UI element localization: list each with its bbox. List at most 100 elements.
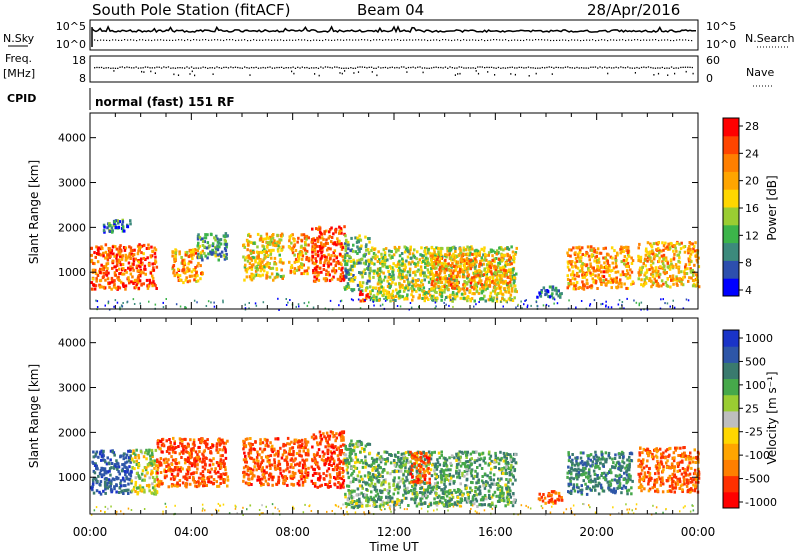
echo-cell <box>148 280 152 284</box>
echo-cell <box>217 438 220 442</box>
echo-cell <box>370 249 373 252</box>
echo-cell <box>415 289 418 293</box>
echo-cell <box>267 236 270 240</box>
echo-cell <box>358 500 361 504</box>
echo-cell <box>277 249 280 253</box>
echo-cell <box>214 254 217 258</box>
echo-cell <box>477 291 481 295</box>
echo-cell <box>366 248 370 251</box>
echo-cell <box>122 477 125 481</box>
echo-cell <box>115 475 118 479</box>
echo-cell <box>424 265 427 269</box>
echo-cell <box>187 262 190 266</box>
echo-cell <box>471 292 474 296</box>
echo-cell <box>224 441 227 445</box>
echo-cell <box>581 253 584 256</box>
echo-cell <box>333 476 336 479</box>
echo-cell <box>277 244 280 248</box>
echo-cell <box>201 437 204 441</box>
echo-cell <box>302 263 305 267</box>
echo-cell <box>605 252 609 256</box>
echo-cell <box>414 279 418 282</box>
echo-cell <box>608 274 611 277</box>
echo-cell <box>328 459 332 463</box>
echo-cell <box>318 454 322 458</box>
echo-cell <box>508 500 511 504</box>
echo-cell <box>315 268 318 272</box>
echo-cell <box>354 236 357 240</box>
echo-cell <box>427 275 430 279</box>
echo-cell <box>300 233 303 237</box>
echo-cell <box>150 245 153 249</box>
echo-cell <box>593 299 596 302</box>
echo-cell <box>194 251 198 255</box>
echo-cell <box>453 258 456 262</box>
nsky-panel: N.Sky 10^5 10^0 10^5 10^0 N.Search <box>3 19 795 51</box>
echo-cell <box>381 289 385 293</box>
echo-cell <box>274 244 277 247</box>
echo-cell <box>198 235 202 239</box>
echo-cell <box>96 480 99 483</box>
echo-cell <box>364 493 367 497</box>
echo-cell <box>186 451 189 454</box>
echo-cell <box>620 282 623 286</box>
echo-cell <box>398 294 401 298</box>
echo-cell <box>167 469 170 473</box>
echo-cell <box>202 457 205 461</box>
echo-cell <box>438 247 441 251</box>
echo-cell <box>93 464 97 467</box>
echo-cell <box>412 295 415 299</box>
echo-cell <box>470 245 473 249</box>
echo-cell <box>576 253 580 257</box>
echo-cell <box>244 437 248 441</box>
echo-cell <box>464 460 468 464</box>
echo-cell <box>388 453 391 457</box>
echo-cell <box>676 279 679 282</box>
echo-cell <box>119 479 123 483</box>
echo-cell <box>643 273 646 277</box>
echo-cell <box>451 291 455 294</box>
echo-cell <box>488 281 492 285</box>
echo-cell <box>433 266 437 270</box>
echo-cell <box>265 263 268 266</box>
echo-cell <box>277 481 280 485</box>
echo-cell <box>391 270 394 274</box>
echo-cell <box>660 254 664 258</box>
echo-cell <box>251 473 255 477</box>
echo-cell <box>178 252 181 256</box>
echo-cell <box>448 249 451 252</box>
echo-cell <box>124 461 127 465</box>
echo-cell <box>120 489 123 493</box>
echo-cell <box>576 272 579 276</box>
echo-cell <box>257 261 260 265</box>
echo-cell <box>326 242 329 245</box>
echo-cell <box>344 267 347 271</box>
echo-cell <box>304 248 307 252</box>
echo-cell <box>440 291 444 295</box>
echo-cell <box>151 453 154 457</box>
echo-cell <box>352 288 356 292</box>
echo-cell <box>267 249 271 253</box>
echo-cell <box>198 255 201 259</box>
echo-cell <box>676 283 679 287</box>
echo-cell <box>594 255 597 259</box>
echo-cell <box>350 473 353 477</box>
echo-cell <box>121 272 124 276</box>
echo-cell <box>266 254 270 258</box>
echo-cell <box>273 242 277 246</box>
echo-cell <box>589 265 593 268</box>
echo-cell <box>301 483 305 487</box>
echo-cell <box>172 469 175 473</box>
echo-cell <box>313 271 317 275</box>
echo-cell <box>199 277 202 281</box>
echo-cell <box>334 228 337 232</box>
echo-cell <box>387 275 390 279</box>
echo-cell <box>414 264 417 268</box>
echo-cell <box>188 455 192 459</box>
echo-cell <box>264 444 267 448</box>
echo-cell <box>473 275 476 279</box>
echo-cell <box>409 245 412 249</box>
echo-cell <box>181 262 185 265</box>
echo-cell <box>412 254 416 258</box>
